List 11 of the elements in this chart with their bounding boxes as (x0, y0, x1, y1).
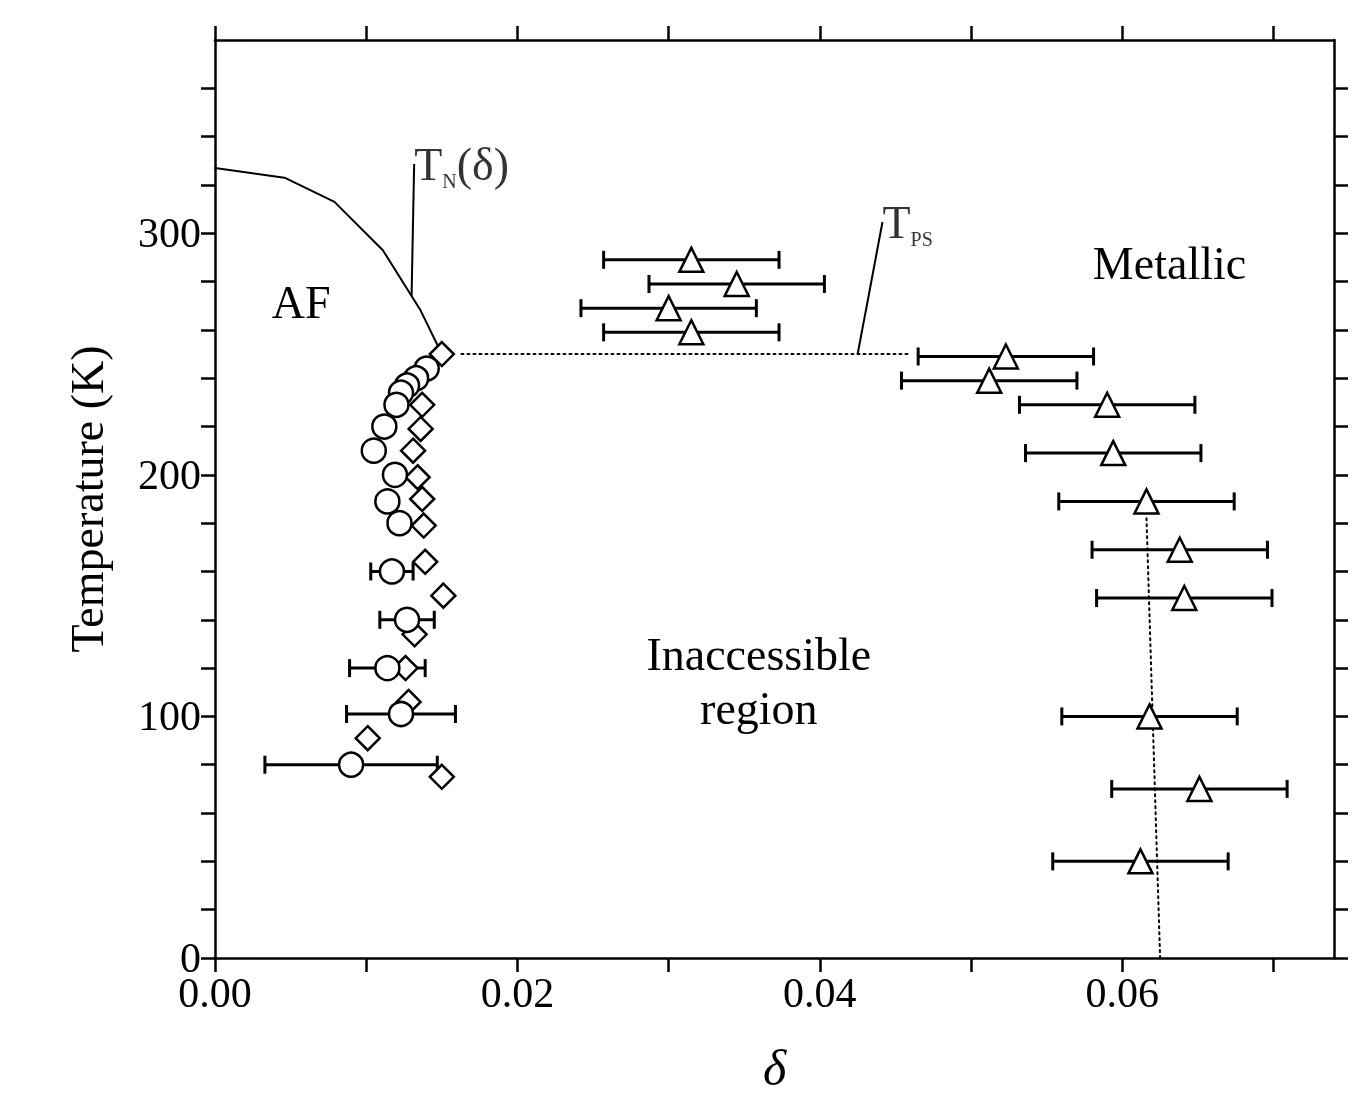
annotation: Inaccessible region (646, 628, 872, 734)
x-tick-label: 0.04 (783, 970, 857, 1016)
y-tick-label: 300 (138, 210, 201, 257)
y-tick-label: 100 (138, 693, 201, 740)
x-tick-label: 0.06 (1085, 970, 1160, 1016)
annotation: Metallic (1092, 237, 1247, 289)
y-axis-title: Temperature (K) (61, 345, 113, 653)
x-axis-title: δ (762, 1040, 787, 1096)
annotation: AF (271, 276, 331, 328)
y-tick-label: 200 (138, 451, 201, 498)
x-tick-label: 0.02 (480, 970, 555, 1016)
